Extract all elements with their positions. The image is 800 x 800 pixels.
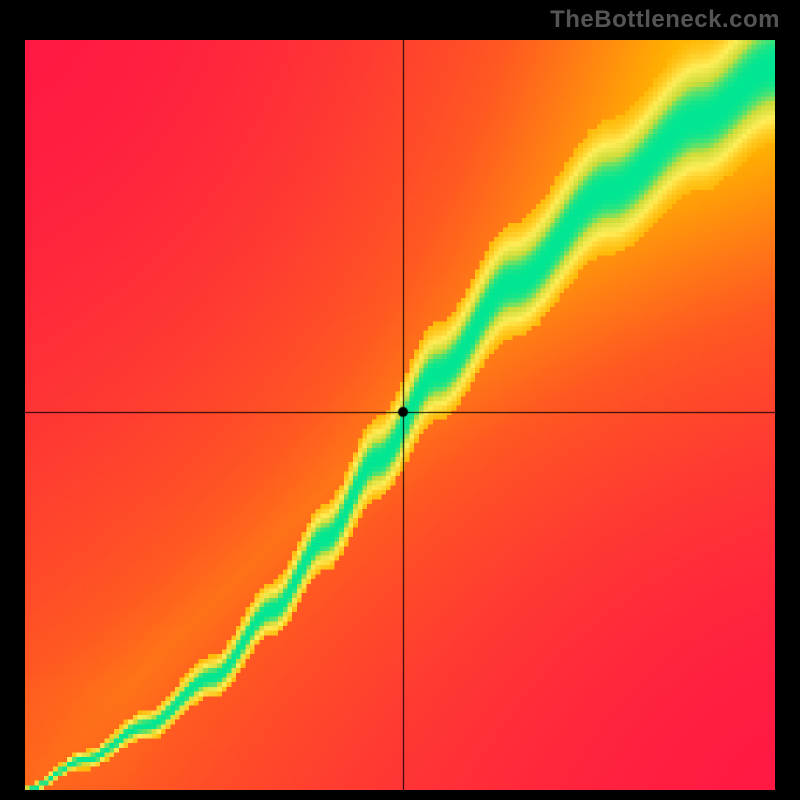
crosshair-overlay — [25, 40, 775, 790]
watermark-text: TheBottleneck.com — [550, 6, 780, 34]
